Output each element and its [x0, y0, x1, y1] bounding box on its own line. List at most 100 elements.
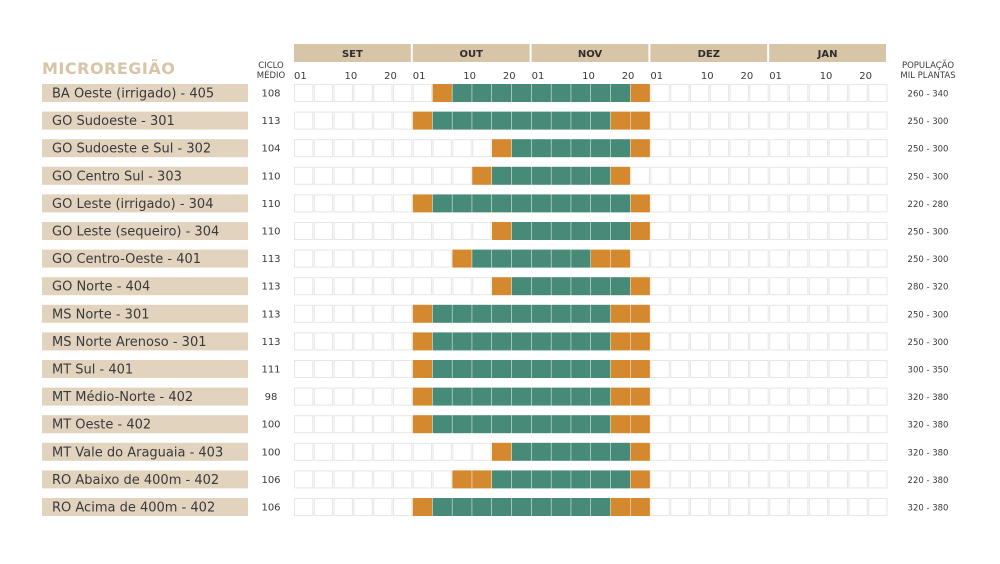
- cell-recommended: [492, 387, 512, 406]
- cell-empty: [808, 498, 829, 516]
- population-value: 280 - 320: [908, 283, 949, 293]
- cell-recommended: [531, 304, 551, 323]
- region-label-bg: [42, 498, 248, 516]
- cell-empty: [769, 111, 789, 130]
- cell-empty: [432, 470, 452, 489]
- cell-empty: [294, 360, 314, 378]
- day-label-dez-01: 01: [650, 71, 663, 82]
- cell-recommended: [511, 249, 532, 268]
- cycle-value: 110: [261, 227, 280, 238]
- cell-empty: [333, 387, 353, 406]
- cell-recommended: [551, 166, 571, 185]
- cell-tolerated: [492, 442, 512, 461]
- cell-empty: [749, 415, 769, 434]
- cell-recommended: [551, 139, 571, 158]
- day-label-dez-20: 20: [740, 71, 753, 82]
- cell-empty: [393, 84, 413, 102]
- cell-empty: [749, 166, 769, 185]
- cell-empty: [393, 139, 413, 158]
- region-label-bg: [42, 111, 248, 130]
- cell-empty: [828, 470, 848, 489]
- cell-recommended: [511, 332, 532, 351]
- cell-recommended: [531, 84, 551, 102]
- cell-empty: [670, 166, 690, 185]
- cell-empty: [828, 332, 848, 351]
- cell-empty: [828, 111, 848, 130]
- cell-tolerated: [492, 139, 512, 158]
- cell-empty: [690, 84, 710, 102]
- cell-empty: [808, 277, 829, 296]
- cell-recommended: [472, 249, 492, 268]
- cell-empty: [650, 360, 670, 378]
- cell-empty: [789, 415, 809, 434]
- cell-empty: [373, 139, 393, 158]
- cell-recommended: [531, 332, 551, 351]
- chart-title: MICROREGIÃO: [42, 59, 175, 78]
- cell-tolerated: [610, 304, 631, 323]
- cell-empty: [452, 166, 472, 185]
- population-value: 320 - 380: [908, 393, 949, 403]
- cell-empty: [412, 222, 433, 240]
- cell-recommended: [511, 387, 532, 406]
- cell-recommended: [511, 139, 532, 158]
- cell-empty: [848, 277, 868, 296]
- cell-empty: [789, 304, 809, 323]
- cell-recommended: [531, 415, 551, 434]
- population-header-line-2: MIL PLANTAS: [900, 71, 955, 81]
- cell-recommended: [551, 387, 571, 406]
- cell-empty: [709, 166, 730, 185]
- region-label-bg: [42, 249, 248, 268]
- region-row: GO Norte - 404 113 280 - 320: [42, 277, 949, 296]
- region-label: GO Centro Sul - 303: [52, 169, 182, 184]
- cell-empty: [373, 415, 393, 434]
- day-label-jan-10: 10: [820, 71, 833, 82]
- cell-empty: [808, 222, 829, 240]
- cycle-value: 113: [261, 337, 280, 348]
- cell-empty: [729, 111, 749, 130]
- cell-recommended: [571, 277, 591, 296]
- cell-empty: [432, 166, 452, 185]
- cell-empty: [432, 249, 452, 268]
- cell-empty: [313, 166, 334, 185]
- cycle-value: 113: [261, 282, 280, 293]
- cell-empty: [769, 470, 789, 489]
- cell-empty: [650, 415, 670, 434]
- cell-recommended: [591, 415, 611, 434]
- cell-empty: [789, 222, 809, 240]
- population-value: 320 - 380: [908, 421, 949, 431]
- region-row: GO Leste (irrigado) - 304 110 220 - 280: [42, 194, 948, 213]
- cell-recommended: [432, 194, 452, 213]
- cell-empty: [393, 387, 413, 406]
- cell-tolerated: [412, 194, 433, 213]
- cell-empty: [749, 222, 769, 240]
- cell-empty: [670, 387, 690, 406]
- cell-tolerated: [452, 470, 472, 489]
- region-label-bg: [42, 277, 248, 296]
- cell-empty: [393, 194, 413, 213]
- cell-empty: [749, 139, 769, 158]
- cell-recommended: [610, 84, 631, 102]
- cell-recommended: [571, 166, 591, 185]
- cell-empty: [729, 442, 749, 461]
- cell-empty: [353, 222, 373, 240]
- cell-tolerated: [630, 194, 650, 213]
- cell-empty: [294, 470, 314, 489]
- cell-empty: [373, 84, 393, 102]
- cell-empty: [333, 498, 353, 516]
- region-label: RO Abaixo de 400m - 402: [52, 473, 219, 488]
- cell-empty: [789, 470, 809, 489]
- cell-empty: [749, 498, 769, 516]
- cell-empty: [313, 304, 334, 323]
- cell-empty: [808, 249, 829, 268]
- cell-empty: [313, 498, 334, 516]
- day-label-dez-10: 10: [701, 71, 714, 82]
- region-label-bg: [42, 84, 248, 102]
- cell-empty: [432, 277, 452, 296]
- cell-empty: [789, 111, 809, 130]
- cell-empty: [690, 194, 710, 213]
- cell-recommended: [551, 360, 571, 378]
- cell-recommended: [610, 277, 631, 296]
- cell-empty: [808, 194, 829, 213]
- region-label: MT Vale do Araguaia - 403: [52, 445, 223, 460]
- cell-empty: [353, 332, 373, 351]
